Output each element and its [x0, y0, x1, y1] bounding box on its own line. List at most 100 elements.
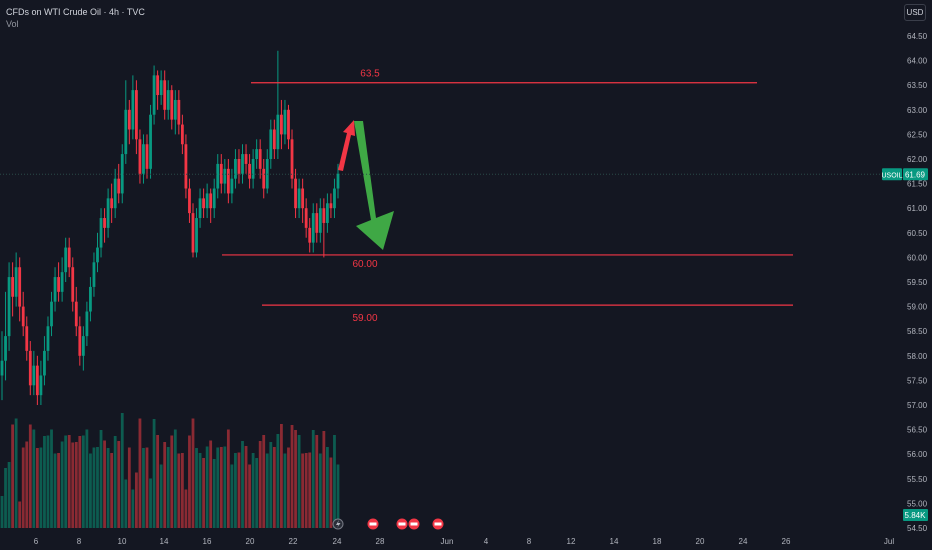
currency-button[interactable]: USD	[904, 4, 926, 21]
candle-body	[120, 154, 124, 194]
y-tick-label: 54.50	[907, 524, 928, 533]
candle-body	[53, 277, 57, 302]
volume-bar	[234, 453, 237, 528]
volume-bar	[322, 431, 326, 528]
candle-body	[78, 326, 82, 356]
volume-bar	[145, 447, 149, 528]
volume-bar	[159, 464, 163, 528]
x-tick-label: 6	[34, 537, 39, 546]
down-arrow[interactable]	[354, 121, 394, 250]
volume-bar	[325, 447, 329, 528]
projection-arrows[interactable]	[338, 120, 394, 250]
candle-body	[301, 188, 305, 209]
candle-body	[67, 247, 71, 268]
candle-body	[25, 326, 29, 351]
volume-bar	[251, 453, 255, 528]
y-tick-label: 63.00	[907, 106, 928, 115]
up-arrow[interactable]	[338, 120, 355, 171]
volume-bar	[304, 453, 308, 528]
y-tick-label: 58.00	[907, 352, 928, 361]
volume-bar	[131, 489, 135, 528]
volume-bar	[110, 453, 114, 528]
x-tick-label: 16	[203, 537, 212, 546]
candle-body	[7, 277, 11, 337]
candle-body	[198, 198, 202, 219]
candle-body	[46, 326, 50, 351]
candle-body	[283, 109, 287, 135]
volume-bar	[21, 447, 25, 528]
volume-bar	[7, 462, 11, 528]
candle-body	[177, 99, 181, 125]
candle-body	[188, 188, 191, 214]
volume-bar	[244, 446, 248, 528]
x-tick-label: 4	[484, 537, 489, 546]
volume-bar	[272, 447, 276, 528]
candle-body	[280, 114, 283, 135]
candle-body	[226, 168, 230, 194]
volume-bar	[81, 435, 85, 528]
y-tick-label: 61.50	[907, 180, 928, 189]
x-tick-label: 26	[782, 537, 791, 546]
volume-bar	[265, 453, 269, 528]
volume-bar	[283, 453, 287, 528]
candle-body	[21, 306, 25, 327]
candle-body	[81, 336, 85, 356]
candle-body	[230, 178, 234, 194]
volume-bar	[333, 435, 336, 528]
candle-body	[195, 218, 198, 253]
candle-body	[4, 336, 7, 361]
candle-body	[315, 213, 319, 233]
volume-bar	[188, 435, 191, 528]
price-tag-text: 61.69	[905, 170, 926, 179]
volume-bar	[4, 468, 7, 528]
y-tick-label: 56.50	[907, 426, 928, 435]
volume-bar	[39, 447, 43, 528]
volume-bar	[248, 464, 251, 528]
volume-bar	[308, 452, 312, 528]
y-tick-label: 57.00	[907, 401, 928, 410]
volume-bar	[173, 429, 177, 528]
volume-bars	[0, 413, 340, 528]
candle-body	[131, 90, 135, 130]
chart-header: CFDs on WTI Crude Oil · 4h · TVC Vol	[6, 6, 145, 30]
y-tick-label: 64.50	[907, 32, 928, 41]
volume-bar	[163, 442, 167, 528]
candle-body	[71, 267, 75, 302]
candle-body	[11, 277, 15, 297]
candle-body	[241, 154, 244, 174]
volume-label: Vol	[6, 19, 19, 29]
candle-body	[142, 144, 145, 174]
volume-bar	[60, 441, 64, 528]
candle-body	[159, 80, 163, 96]
level-label: 60.00	[352, 259, 377, 270]
volume-bar	[276, 434, 280, 528]
volume-bar	[96, 447, 99, 528]
candle-body	[272, 129, 276, 150]
volume-bar	[124, 479, 128, 528]
candle-body	[110, 198, 114, 209]
x-tick-label: 20	[696, 537, 705, 546]
candle-body	[74, 301, 78, 327]
y-tick-label: 64.00	[907, 57, 928, 66]
volume-bar	[71, 442, 75, 528]
y-tick-label: 57.50	[907, 376, 928, 385]
candle-body	[57, 277, 60, 292]
volume-bar	[262, 435, 266, 528]
event-icons[interactable]	[332, 518, 444, 530]
volume-bar	[170, 435, 174, 528]
symbol-tag-text: USOIL	[881, 172, 902, 179]
candle-body	[96, 247, 99, 263]
flag-stripe	[410, 522, 418, 526]
candle-body	[255, 149, 259, 159]
candle-body	[39, 375, 43, 396]
candle-body	[152, 75, 156, 115]
candle-body	[294, 178, 297, 209]
horizontal-levels[interactable]: 63.5 60.00 59.00	[222, 69, 793, 324]
candle-body	[166, 90, 170, 110]
candle-body	[234, 159, 237, 179]
x-tick-label: 24	[333, 537, 342, 546]
volume-bar	[43, 436, 46, 528]
volume-bar	[67, 435, 71, 528]
volume-bar	[103, 440, 106, 528]
